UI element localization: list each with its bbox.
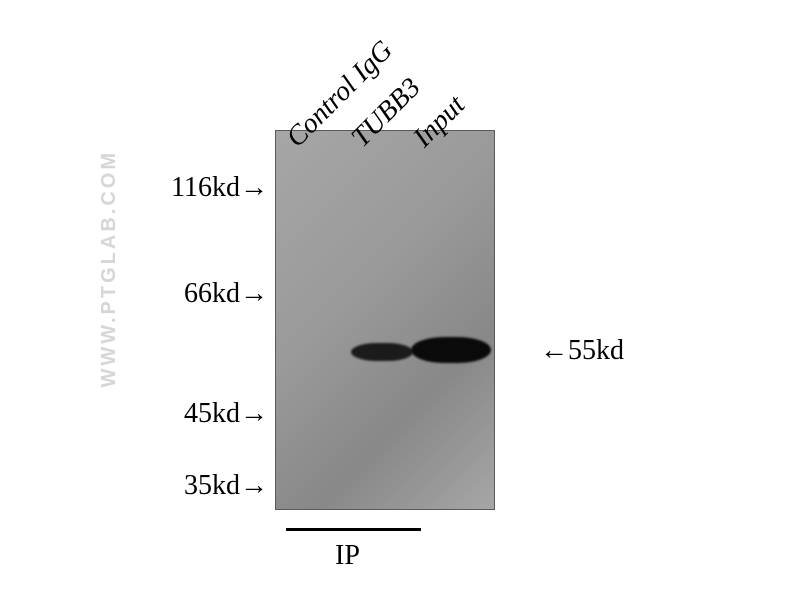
marker-label-0: 116kd→ (171, 172, 268, 204)
ip-bracket-label: IP (335, 540, 360, 572)
target-band-label: ←55kd (540, 335, 624, 367)
marker-size-text: 35kd (184, 470, 240, 501)
arrow-right-icon: → (240, 278, 268, 310)
band-lane-2 (411, 337, 491, 363)
target-size-text: 55kd (568, 335, 624, 366)
marker-label-2: 45kd→ (184, 398, 268, 430)
blot-figure: WWW.PTGLAB.COM Control IgGTUBB3Input 116… (0, 0, 800, 600)
ip-bracket-line (286, 528, 421, 531)
marker-size-text: 116kd (171, 172, 240, 203)
marker-size-text: 66kd (184, 278, 240, 309)
marker-size-text: 45kd (184, 398, 240, 429)
arrow-right-icon: → (240, 172, 268, 204)
marker-label-3: 35kd→ (184, 470, 268, 502)
blot-background (276, 131, 494, 509)
marker-label-1: 66kd→ (184, 278, 268, 310)
arrow-right-icon: → (240, 398, 268, 430)
watermark-text: WWW.PTGLAB.COM (98, 150, 121, 388)
target-arrow-icon: ← (540, 335, 568, 366)
blot-membrane (275, 130, 495, 510)
arrow-right-icon: → (240, 470, 268, 502)
band-lane-1 (351, 343, 413, 361)
